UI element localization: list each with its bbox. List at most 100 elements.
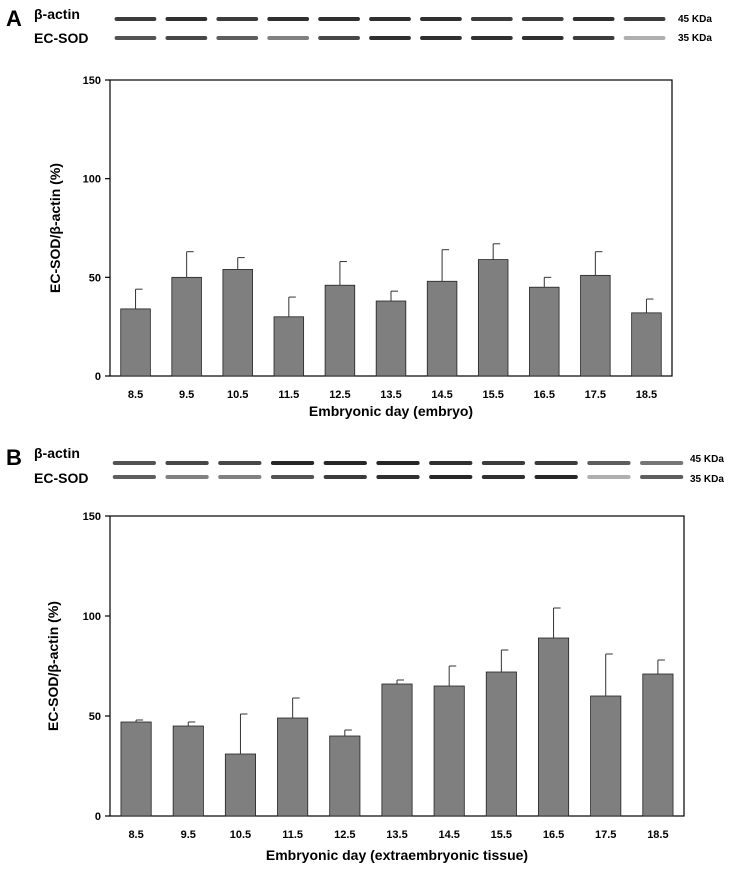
x-tick-label: 9.5 [181,829,196,841]
bar-chart-b: 0 50 100 150 8.5 9.5 10.5 11.5 12.5 13.5 14.5 15.5 1… [45,511,685,863]
plot-area: 0 50 100 150 8.5 9.5 10.5 11.5 12.5 13.5 14.5 15.5 1… [83,511,685,841]
bar [529,286,560,377]
x-tick-label: 14.5 [438,829,459,841]
y-tick-label: 0 [95,811,101,823]
x-tick-label: 18.5 [636,389,657,401]
x-tick-label: 14.5 [431,389,452,401]
y-tick-label: 50 [89,711,101,723]
bar [224,753,256,817]
actin-band [640,461,684,465]
x-tick-label: 11.5 [282,829,303,841]
ecsod-band [369,36,411,40]
x-tick-label: 13.5 [386,829,407,841]
ecsod-band [323,475,367,479]
bar [477,259,509,377]
bar [277,717,309,817]
ecsod-band [267,36,310,40]
x-axis-label: Embryonic day (embryo) [309,403,473,419]
ecsod-band [165,475,209,479]
x-tick-label: 9.5 [179,389,194,401]
ecsod-band [114,36,157,40]
ecsod-band [534,475,578,479]
actin-band [165,17,208,21]
actin-band [481,461,526,465]
actin-band [429,461,473,465]
actin-band [165,461,209,465]
x-tick-label: 15.5 [482,389,503,401]
blot-row1-label: β-actin [34,6,80,22]
ecsod-band [165,36,208,40]
y-tick-label: 50 [89,272,101,284]
bar [485,671,517,817]
ecsod-band [470,36,513,40]
y-tick-label: 100 [83,611,101,623]
x-tick-label: 8.5 [128,829,143,841]
ecsod-band [429,475,473,479]
panel-b: B β-actin EC-SOD 45 KDa 35 KDa 0 50 100 150… [0,437,740,874]
y-axis-label: EC-SOD/β-actin (%) [45,601,61,731]
actin-band [318,17,360,21]
actin-band [112,461,156,465]
actin-band [376,461,420,465]
ecsod-band [521,36,564,40]
bar [538,637,570,817]
bar [324,284,356,377]
y-tick-label: 100 [83,174,101,186]
western-blot-image [112,461,684,479]
bar [273,316,305,377]
bar-chart-a: 0 50 100 150 8.5 9.5 10.5 11.5 12.5 13.5 14.5 15.5 1… [47,75,673,419]
x-tick-label: 16.5 [534,389,555,401]
x-tick-label: 16.5 [543,829,564,841]
actin-band [267,17,310,21]
actin-band [572,17,615,21]
bar [433,685,465,817]
ecsod-band [376,475,420,479]
actin-band [534,461,578,465]
ecsod-band [216,36,259,40]
x-tick-label: 17.5 [585,389,606,401]
bar [329,735,361,817]
ecsod-band [112,475,156,479]
actin-band [521,17,564,21]
plot-area: 0 50 100 150 8.5 9.5 10.5 11.5 12.5 13.5 14.5 15.5 1… [83,75,673,401]
bar [222,269,253,377]
actin-band [114,17,157,21]
y-axis-label: EC-SOD/β-actin (%) [47,163,63,293]
bar [590,695,622,817]
ecsod-band [572,36,615,40]
panel-letter: B [6,445,22,470]
bar [172,725,204,817]
bar [171,276,202,377]
actin-band [218,461,262,465]
actin-band [323,461,367,465]
blot-row2-kda: 35 KDa [678,33,712,44]
blot-row1-kda: 45 KDa [678,14,712,25]
ecsod-band [420,36,462,40]
ecsod-band [481,475,526,479]
actin-band [587,461,631,465]
x-tick-label: 12.5 [334,829,355,841]
actin-band [470,17,513,21]
x-tick-label: 15.5 [491,829,512,841]
panel-a: A β-actin EC-SOD 45 KDa 35 KDa 0 50 100 150… [6,6,712,419]
actin-band [216,17,259,21]
bar [426,280,458,377]
bar [120,721,152,817]
bar [580,274,611,377]
western-blot-image [114,17,666,40]
x-tick-label: 11.5 [278,389,299,401]
ecsod-band [623,36,666,40]
actin-band [623,17,666,21]
blot-row2-label: EC-SOD [34,470,89,486]
bar [642,673,674,817]
ecsod-band [270,475,315,479]
x-axis-label: Embryonic day (extraembryonic tissue) [266,847,528,863]
bar [631,312,662,377]
ecsod-band [640,475,684,479]
x-tick-label: 10.5 [230,829,251,841]
actin-band [270,461,315,465]
ecsod-band [318,36,360,40]
x-tick-label: 10.5 [227,389,248,401]
blot-row2-label: EC-SOD [34,30,89,46]
bar [381,683,413,817]
